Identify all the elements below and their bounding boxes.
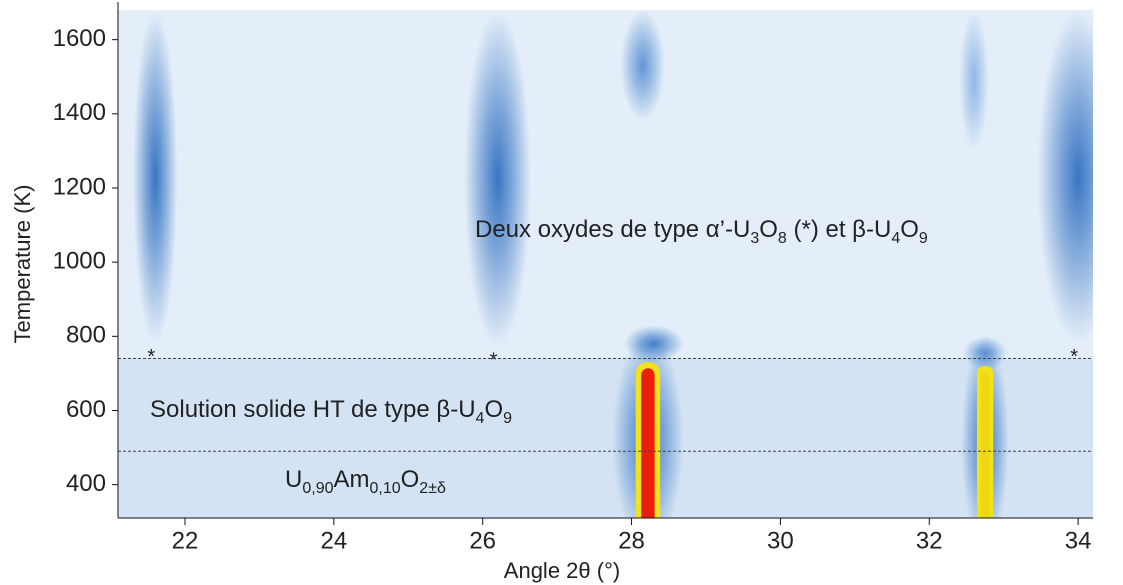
y-tick-label: 1600: [53, 25, 106, 52]
x-tick-label: 24: [320, 527, 347, 554]
subscript: 2±δ: [419, 479, 446, 497]
subscript: 4: [475, 409, 485, 427]
x-tick-label: 32: [916, 527, 943, 554]
subscript: 3: [750, 229, 760, 247]
y-tick-label: 1200: [53, 173, 106, 200]
peak: [132, 10, 178, 344]
subscript: 0,10: [369, 479, 401, 497]
y-tick-label: 400: [66, 470, 106, 497]
x-tick-label: 30: [767, 527, 794, 554]
peak: [959, 10, 989, 151]
peak: [641, 368, 655, 518]
annotation: U0,90Am0,10O2±δ: [285, 466, 446, 498]
region-tint: [118, 358, 1093, 518]
x-tick-label: 22: [172, 527, 199, 554]
annotation: Deux oxydes de type α’-U3O8 (*) et β-U4O…: [475, 216, 928, 248]
peak: [464, 10, 532, 348]
x-tick-label: 26: [469, 527, 496, 554]
peak: [620, 10, 666, 122]
y-axis-title: Temperature (K): [10, 185, 35, 344]
peak: [980, 371, 990, 518]
x-axis-title: Angle 2θ (°): [504, 558, 620, 583]
annotation-text: (*) et β-U: [786, 216, 892, 243]
subscript: 4: [891, 229, 901, 247]
y-tick-label: 1400: [53, 99, 106, 126]
peak-label: *: [1070, 346, 1078, 368]
peak-label: *: [147, 346, 155, 368]
y-tick-label: 1000: [53, 247, 106, 274]
annotation: Solution solide HT de type β-U4O9: [150, 396, 512, 428]
annotation-text: O: [400, 466, 420, 493]
peak-label: *: [490, 350, 498, 372]
annotation-text: Deux oxydes de type α’-U: [475, 216, 751, 243]
subscript: 9: [503, 409, 513, 427]
annotation-text: U: [285, 466, 303, 493]
y-tick-label: 800: [66, 322, 106, 349]
annotation-text: O: [900, 216, 919, 243]
x-tick-label: 34: [1065, 527, 1092, 554]
y-tick-label: 600: [66, 396, 106, 423]
subscript: 8: [777, 229, 787, 247]
annotation-text: Am: [333, 466, 370, 493]
annotation-text: O: [759, 216, 778, 243]
plot-area: [118, 10, 1093, 518]
subscript: 0,90: [302, 479, 334, 497]
annotation-text: Solution solide HT de type β-U: [150, 396, 476, 423]
peak: [1037, 10, 1093, 344]
x-tick-label: 28: [618, 527, 645, 554]
subscript: 9: [918, 229, 928, 247]
annotation-text: O: [484, 396, 504, 423]
